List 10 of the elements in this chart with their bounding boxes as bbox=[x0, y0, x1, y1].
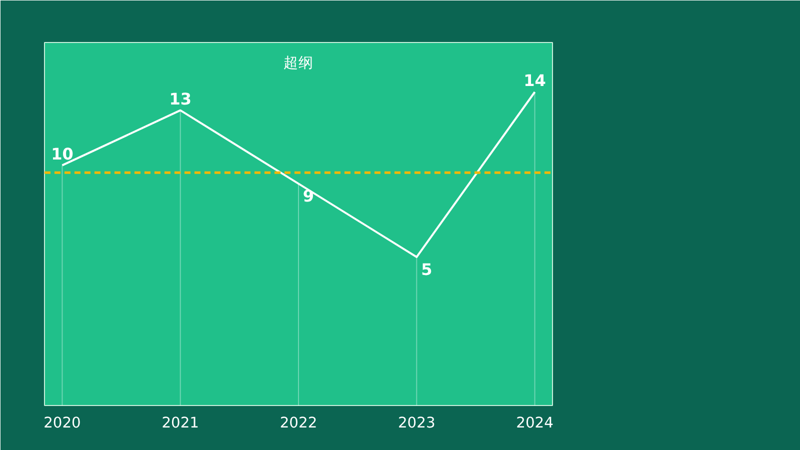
data-label: 5 bbox=[421, 260, 432, 279]
chart-title: 超纲 bbox=[284, 54, 314, 72]
x-tick-label: 2020 bbox=[44, 414, 81, 432]
x-tick-label: 2022 bbox=[280, 414, 318, 432]
x-tick-label: 2024 bbox=[516, 414, 554, 432]
data-label: 14 bbox=[524, 71, 546, 90]
data-label: 10 bbox=[51, 144, 74, 164]
x-tick-label: 2023 bbox=[398, 414, 436, 432]
x-tick-label: 2021 bbox=[162, 414, 200, 432]
data-label: 13 bbox=[169, 89, 192, 108]
